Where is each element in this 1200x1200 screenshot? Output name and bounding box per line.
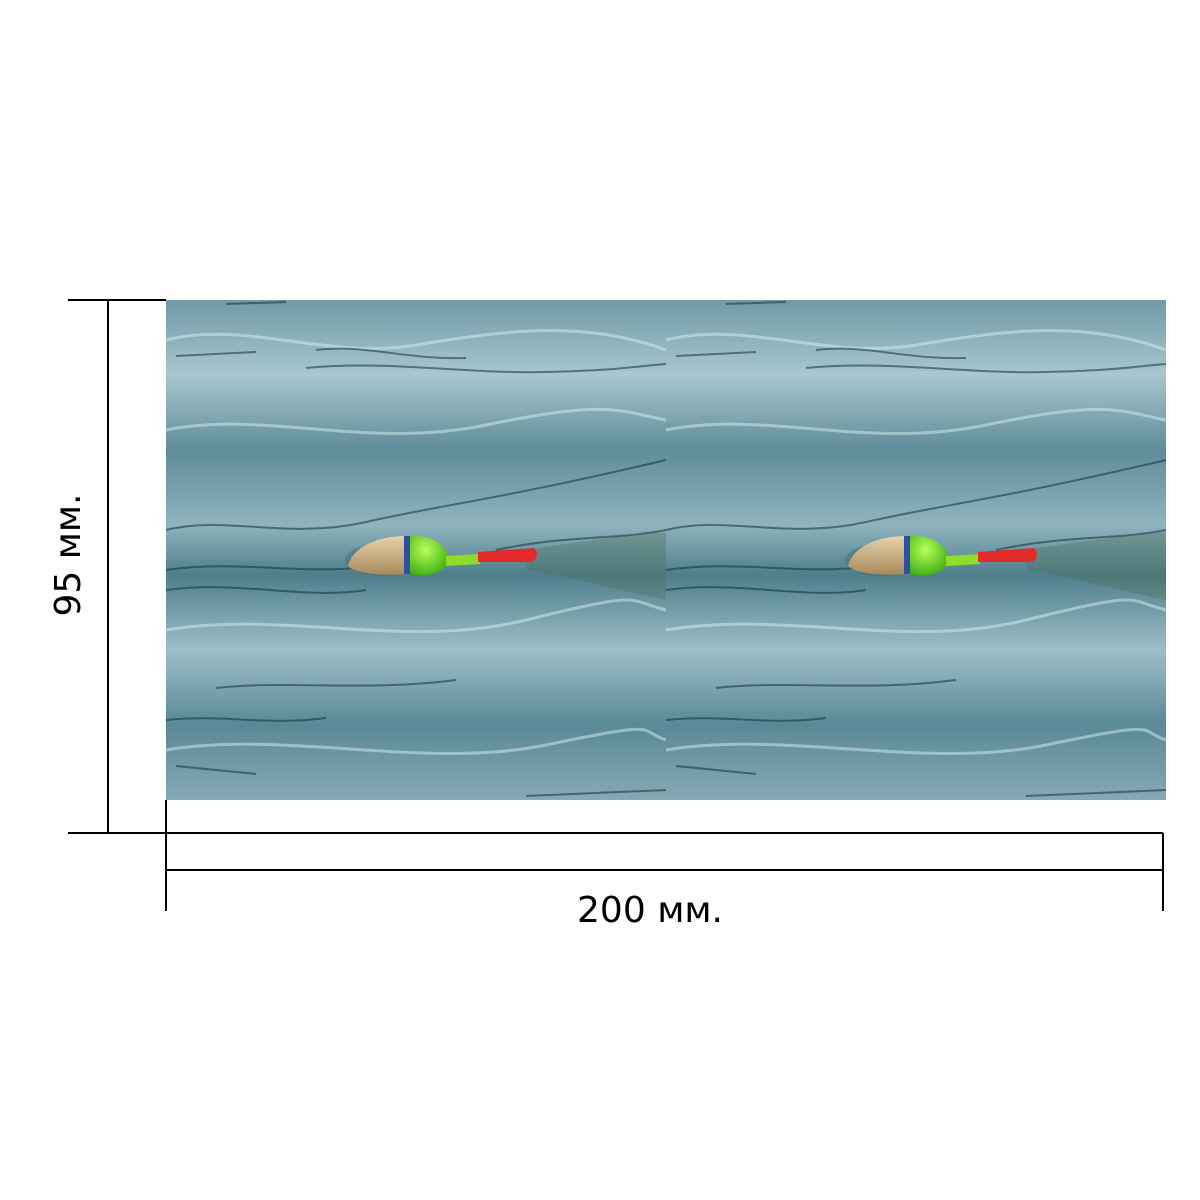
image-panel bbox=[164, 298, 668, 802]
height-dimension: 95 мм. bbox=[48, 299, 1163, 834]
image-panel bbox=[664, 298, 1168, 802]
product-image bbox=[164, 298, 1168, 802]
height-label: 95 мм. bbox=[48, 493, 89, 616]
width-label: 200 мм. bbox=[577, 890, 723, 931]
width-dimension: 200 мм. bbox=[165, 800, 1164, 931]
